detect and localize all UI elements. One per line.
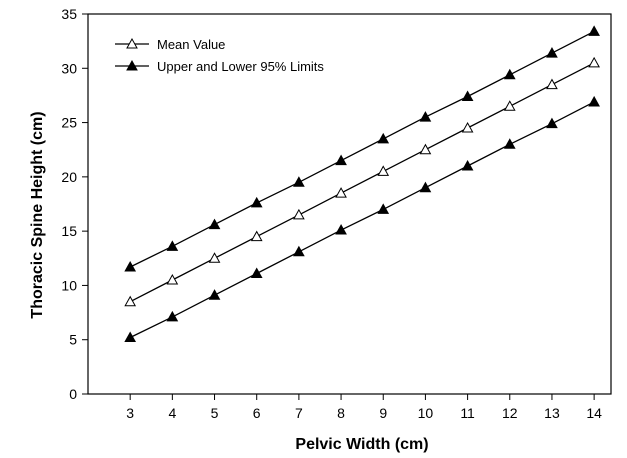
y-tick-label: 30 [61,60,77,76]
y-tick-label: 5 [69,332,77,348]
y-tick-label: 35 [61,6,77,22]
data-point [588,56,600,68]
data-point [166,240,179,251]
data-point [588,25,600,36]
series-lower-95-limit [124,95,600,343]
x-tick-label: 5 [211,405,219,421]
y-tick-label: 15 [61,223,77,239]
data-point [208,289,221,300]
data-point [250,267,263,278]
data-point [335,224,347,235]
data-point [419,143,432,155]
data-point [208,218,221,230]
data-point [335,154,347,166]
data-point [208,252,221,263]
x-tick-label: 8 [337,405,345,421]
y-tick-label: 10 [61,277,77,293]
x-tick-label: 9 [379,405,387,421]
x-tick-label: 6 [253,405,261,421]
x-tick-label: 10 [418,405,434,421]
y-tick-label: 25 [61,115,77,131]
data-point [377,165,390,176]
data-point [546,47,558,58]
data-point [419,181,432,193]
data-point [461,121,474,133]
data-point [461,159,474,171]
data-point [546,117,558,129]
plot-frame [87,13,612,395]
series-line [129,62,595,303]
data-point [503,68,516,80]
x-tick-label: 7 [295,405,303,421]
data-point [293,176,305,187]
series-line [129,101,595,339]
data-point [377,203,390,214]
data-point [546,78,558,90]
legend: Mean Value Upper and Lower 95% Limits [115,37,324,74]
data-point [166,273,179,285]
y-tick-label: 0 [69,386,77,402]
legend-marker [126,37,138,49]
data-point [588,95,600,107]
series-layer [124,25,600,343]
plot-area-border [87,13,612,395]
data-point [293,208,305,220]
x-tick-label: 14 [586,405,602,421]
y-tick-label: 20 [61,169,77,185]
data-point [124,295,137,307]
data-point [461,90,474,102]
data-point [377,132,390,144]
series-upper-95-limit [124,25,600,272]
x-tick-label: 4 [168,405,176,421]
x-tick-label: 13 [544,405,560,421]
data-point [124,331,137,343]
x-tick-label: 3 [126,405,134,421]
data-point [419,111,432,122]
data-point [124,260,137,272]
data-point [166,310,179,322]
data-point [335,187,347,198]
data-point [250,230,263,242]
data-point [503,138,516,149]
y-axis-ticks: 0 5 10 15 20 25 30 35 [61,6,88,402]
data-point [503,100,516,111]
data-point [250,196,263,208]
x-tick-label: 12 [502,405,518,421]
data-point [293,245,305,257]
x-axis-title: Pelvic Width (cm) [295,436,428,453]
legend-marker [126,59,138,71]
legend-label: Mean Value [157,37,225,52]
legend-label: Upper and Lower 95% Limits [157,59,324,74]
y-axis-title: Thoracic Spine Height (cm) [29,111,46,318]
x-tick-label: 11 [460,405,475,421]
series-mean-value [124,56,600,307]
series-line [129,30,595,268]
x-axis-ticks: 3 4 5 6 7 8 9 10 11 12 13 14 [126,394,602,421]
